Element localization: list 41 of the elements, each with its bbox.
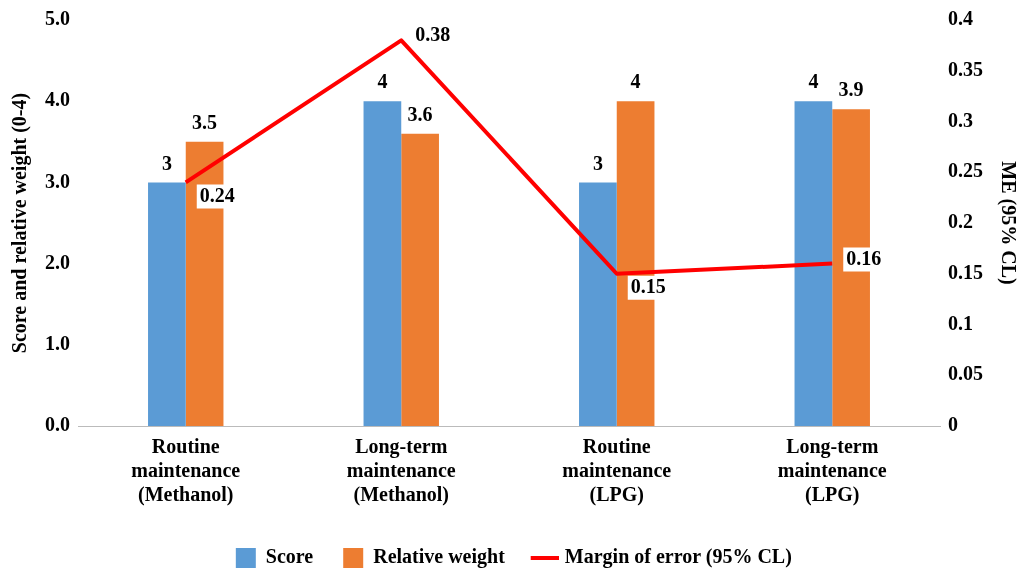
y2-tick-label: 0.25 [948,159,983,182]
y2-tick-label: 0 [948,413,958,436]
data-label: 3.9 [838,78,864,101]
y-tick-label: 2.0 [45,250,70,273]
bar [579,182,617,426]
data-label: 3.6 [407,102,433,125]
y2-axis-title: ME (95% CL) [996,161,1020,285]
legend-label: Score [265,545,314,568]
legend-label: Margin of error (95% CL) [564,545,792,569]
y2-tick-label: 0.3 [948,108,973,131]
y-tick-label: 5.0 [45,7,70,30]
x-tick-label: Long-term maintenance (LPG) [777,435,887,507]
data-label: 0.16 [846,246,882,269]
data-label: 0.24 [199,183,235,206]
y2-tick-label: 0.4 [948,7,973,30]
bar [794,101,833,426]
data-label: 3 [161,151,172,174]
x-tick-label: Routine maintenance (LPG) [562,435,672,507]
data-label: 3.5 [192,110,218,133]
bar [148,182,186,426]
data-label: 0.15 [630,274,666,297]
data-label: 4 [630,70,641,93]
y2-tick-label: 0.35 [948,57,983,80]
bar [401,133,439,426]
y-tick-label: 0.0 [45,413,70,436]
y2-tick-label: 0.1 [948,311,973,334]
data-label: 4 [808,70,819,93]
y-axis-title: Score and relative weight (0-4) [8,92,32,354]
x-tick-label: Long-term maintenance (Methanol) [346,435,456,507]
y-tick-label: 3.0 [45,169,70,192]
legend-label: Relative weight [373,545,506,569]
data-label: 0.38 [415,23,451,46]
x-tick-label: Routine maintenance (Methanol) [131,435,241,507]
y-tick-label: 4.0 [45,88,70,111]
y2-tick-label: 0.15 [948,260,983,283]
y-tick-label: 1.0 [45,331,70,354]
data-label: 3 [592,151,603,174]
y2-tick-label: 0.2 [948,210,973,233]
y2-tick-label: 0.05 [948,362,983,385]
bar [363,101,402,426]
data-label: 4 [377,70,388,93]
